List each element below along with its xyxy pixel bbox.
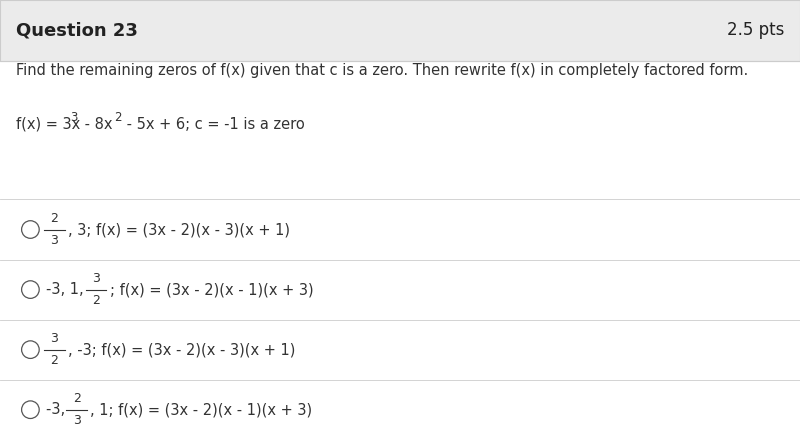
Text: 3: 3 [50, 332, 58, 345]
Text: , 1; f(x) = (3x - 2)(x - 1)(x + 3): , 1; f(x) = (3x - 2)(x - 1)(x + 3) [90, 402, 313, 417]
Text: 2.5 pts: 2.5 pts [726, 21, 784, 39]
Text: - 5x + 6; c = -1 is a zero: - 5x + 6; c = -1 is a zero [122, 117, 305, 132]
Text: 3: 3 [92, 272, 100, 285]
Text: 2: 2 [73, 392, 81, 405]
Text: 2: 2 [114, 111, 122, 124]
Text: 3: 3 [50, 234, 58, 247]
Text: - 8x: - 8x [80, 117, 113, 132]
Text: , 3; f(x) = (3x - 2)(x - 3)(x + 1): , 3; f(x) = (3x - 2)(x - 3)(x + 1) [68, 222, 290, 237]
Text: 2: 2 [92, 294, 100, 307]
Text: 3: 3 [70, 111, 78, 124]
Text: -3,: -3, [46, 402, 70, 417]
Text: Find the remaining zeros of f(x) given that c is a zero. Then rewrite f(x) in co: Find the remaining zeros of f(x) given t… [16, 63, 748, 78]
Text: f(x) = 3x: f(x) = 3x [16, 117, 80, 132]
Text: 2: 2 [50, 212, 58, 225]
Text: -3, 1,: -3, 1, [46, 282, 89, 297]
Text: Question 23: Question 23 [16, 21, 138, 39]
Text: 3: 3 [73, 414, 81, 427]
Text: , -3; f(x) = (3x - 2)(x - 3)(x + 1): , -3; f(x) = (3x - 2)(x - 3)(x + 1) [68, 342, 295, 357]
Text: ; f(x) = (3x - 2)(x - 1)(x + 3): ; f(x) = (3x - 2)(x - 1)(x + 3) [110, 282, 314, 297]
FancyBboxPatch shape [0, 0, 800, 61]
Text: 2: 2 [50, 354, 58, 367]
